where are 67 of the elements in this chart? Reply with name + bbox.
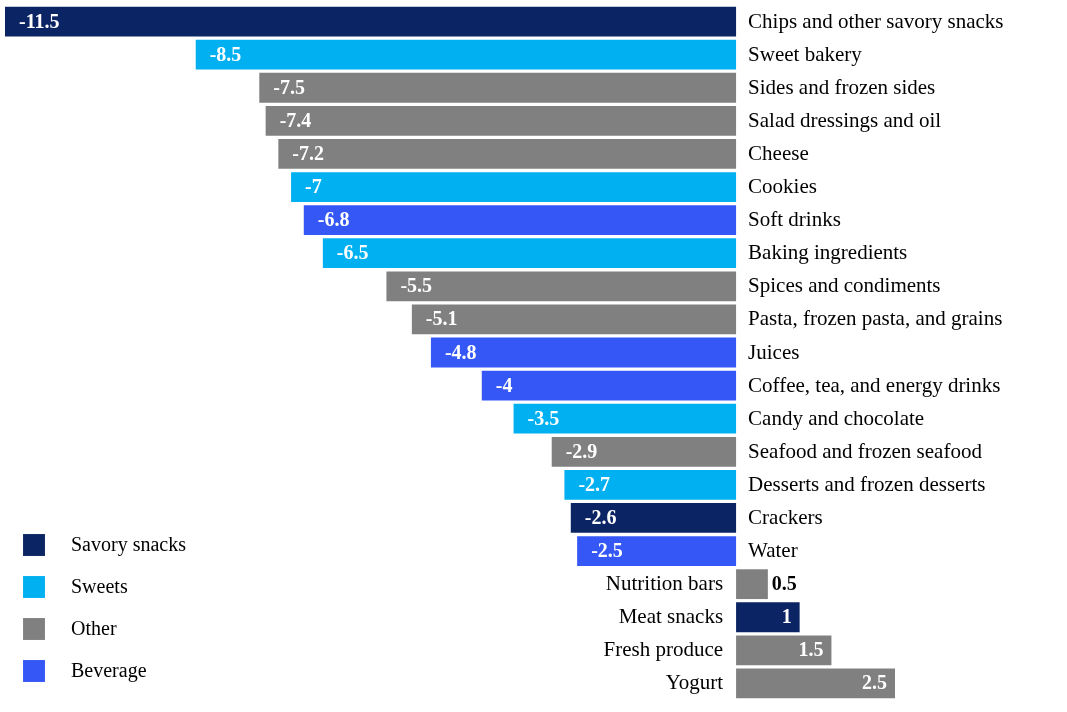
data-label: -6.5 [336,241,369,264]
data-label: 2.5 [862,671,887,694]
bar [303,205,737,236]
data-label: 0.5 [771,572,797,595]
y-tick-label: Candy and chocolate [748,405,925,430]
bar [736,635,832,666]
bar [278,139,737,169]
data-label: 1.5 [798,638,824,661]
y-tick-label: Coffee, tea, and energy drinks [748,372,1001,397]
y-tick-label: Pasta, frozen pasta, and grains [748,306,1003,331]
y-tick-label: Soft drinks [748,207,841,232]
data-label: -2.6 [584,505,617,528]
bar [513,403,737,434]
legend-label: Other [71,617,117,639]
data-label: -7.5 [273,75,305,98]
y-tick-label: Seafood and frozen seafood [748,438,983,463]
bar [564,469,737,500]
bar [265,105,737,136]
bar [322,238,737,269]
data-label: -7.2 [292,141,325,164]
y-tick-label: Yogurt [665,670,724,695]
bar [736,602,800,633]
bar [291,172,737,202]
bar [411,304,737,335]
y-tick-label: Salad dressings and oil [748,107,942,132]
data-label: -2.5 [591,539,623,562]
bar [736,668,895,699]
y-tick-label: Spices and condiments [748,273,941,298]
bar [551,436,737,467]
bar [386,271,737,302]
legend-label: Beverage [71,659,147,682]
y-tick-label: Baking ingredients [748,240,908,265]
data-label: 1 [781,605,792,628]
data-label: -4.8 [444,340,477,363]
y-tick-label: Chips and other savory snacks [748,8,1004,33]
y-tick-label: Fresh produce [603,637,724,662]
bar [430,337,737,368]
data-label: -11.5 [19,9,60,32]
y-tick-label: Crackers [748,504,823,529]
y-tick-label: Sides and frozen sides [748,74,936,99]
bar [195,39,737,70]
data-label: -5.1 [425,307,458,330]
data-label: -7 [305,175,322,198]
data-label: -5.5 [400,274,433,297]
legend-label: Savory snacks [71,533,187,556]
data-label: -7.4 [279,108,312,131]
data-label: -3.5 [527,406,560,429]
data-label: -8.5 [209,42,242,65]
y-tick-label: Water [748,538,798,563]
y-tick-label: Juices [748,339,800,364]
data-label: -2.9 [565,439,598,462]
bar [259,72,737,103]
data-label: -6.8 [317,208,350,231]
y-tick-label: Meat snacks [618,604,724,629]
legend-label: Sweets [71,575,128,597]
bar [577,536,737,566]
data-label: -4 [495,373,513,396]
bar [5,6,737,37]
bar [481,370,737,401]
data-label: -2.7 [578,472,611,495]
y-tick-label: Sweet bakery [748,41,863,66]
y-tick-label: Desserts and frozen desserts [748,471,986,496]
y-tick-label: Cookies [748,174,817,199]
bar [736,569,768,600]
y-tick-label: Cheese [748,140,809,165]
y-tick-label: Nutrition bars [605,571,724,596]
bar [570,503,737,533]
